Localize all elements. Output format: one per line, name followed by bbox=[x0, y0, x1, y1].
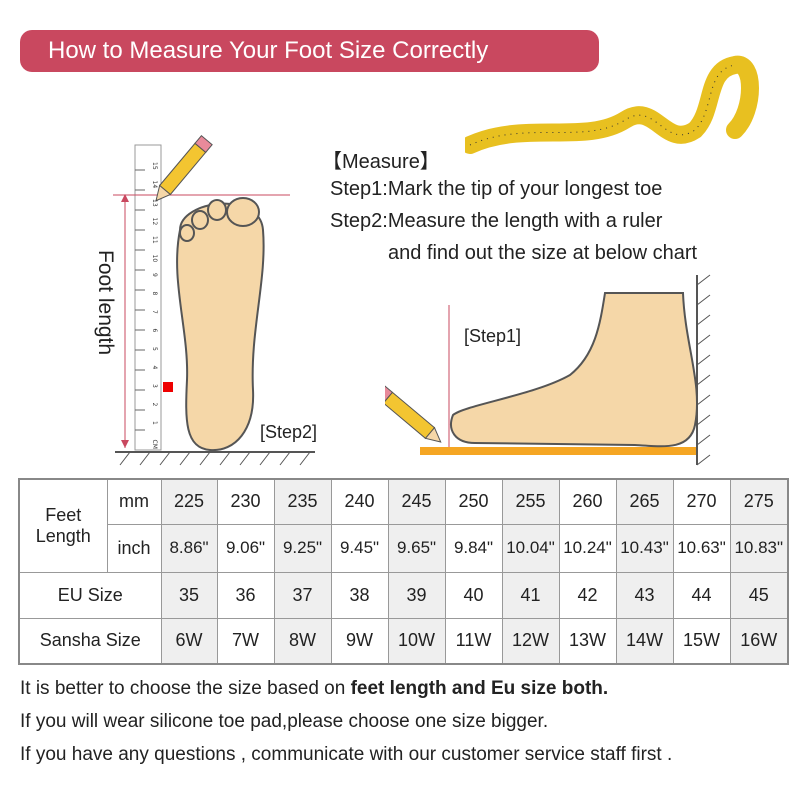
step2-text: Step2:Measure the length with a ruler bbox=[330, 210, 663, 232]
ruler-number: 11 bbox=[151, 236, 158, 244]
cell-mm: 250 bbox=[444, 478, 503, 525]
measure-heading: 【Measure】 bbox=[322, 151, 440, 173]
cell-inch: 9.06" bbox=[216, 523, 275, 573]
cell-inch: 9.45" bbox=[330, 523, 389, 573]
ruler-number: 8 bbox=[151, 292, 158, 296]
cell-inch: 9.84" bbox=[444, 523, 503, 573]
cell-inch: 10.83" bbox=[729, 523, 789, 573]
table-row-sansha: Sansha Size 6W 7W 8W 9W 10W 11W 12W 13W … bbox=[18, 617, 789, 665]
ruler-number: 2 bbox=[151, 403, 158, 407]
note-line-1: It is better to choose the size based on… bbox=[20, 678, 608, 700]
note-line-1-bold: feet length and Eu size both. bbox=[350, 678, 609, 699]
cell-inch: 10.43" bbox=[615, 523, 674, 573]
ruler-number: 1 bbox=[151, 421, 158, 425]
ruler-number: 12 bbox=[151, 218, 158, 226]
cell-sansha: 15W bbox=[672, 617, 731, 665]
tape-measure-image bbox=[465, 55, 759, 154]
cell-eu: 41 bbox=[501, 571, 560, 619]
foot-top-view-illustration: 15 14 13 12 11 10 9 8 7 6 5 4 3 2 1 CM bbox=[113, 135, 315, 466]
cell-eu: 40 bbox=[444, 571, 503, 619]
step1-label: [Step1] bbox=[464, 326, 522, 346]
ruler-number: 4 bbox=[151, 366, 158, 370]
feet-length-header: Feet Length bbox=[18, 478, 108, 573]
note-line-1-prefix: It is better to choose the size based on bbox=[20, 678, 351, 699]
cell-inch: 9.25" bbox=[273, 523, 332, 573]
cell-eu: 39 bbox=[387, 571, 446, 619]
cell-sansha: 13W bbox=[558, 617, 617, 665]
cell-sansha: 8W bbox=[273, 617, 332, 665]
cell-inch: 10.24" bbox=[558, 523, 617, 573]
foot-side-view-illustration bbox=[385, 274, 711, 466]
ruler-number: 10 bbox=[151, 255, 158, 263]
cell-eu: 44 bbox=[672, 571, 731, 619]
cell-mm: 275 bbox=[729, 478, 789, 525]
ruler-number: 3 bbox=[151, 384, 158, 388]
step2-label: [Step2] bbox=[260, 422, 318, 442]
cell-sansha: 6W bbox=[160, 617, 218, 665]
cell-mm: 240 bbox=[330, 478, 389, 525]
ruler-number: CM bbox=[151, 440, 158, 449]
ruler-number: 14 bbox=[151, 181, 158, 189]
cell-eu: 42 bbox=[558, 571, 617, 619]
step1-text: Step1:Mark the tip of your longest toe bbox=[330, 178, 663, 200]
step2-text-cont: and find out the size at below chart bbox=[388, 242, 698, 264]
cell-sansha: 12W bbox=[501, 617, 560, 665]
cell-sansha: 14W bbox=[615, 617, 674, 665]
cell-eu: 37 bbox=[273, 571, 332, 619]
cell-inch: 10.63" bbox=[672, 523, 731, 573]
ruler-number: 5 bbox=[151, 347, 158, 351]
title-banner: How to Measure Your Foot Size Correctly bbox=[20, 30, 599, 72]
note-line-3: If you have any questions , communicate … bbox=[20, 744, 673, 765]
size-chart-table: Feet Length mm 225 230 235 240 245 250 2… bbox=[18, 478, 789, 665]
cell-inch: 8.86" bbox=[160, 523, 218, 573]
ruler-number: 6 bbox=[151, 329, 158, 333]
cell-mm: 255 bbox=[501, 478, 560, 525]
mm-header: mm bbox=[106, 478, 162, 525]
foot-length-label: Foot length bbox=[94, 250, 117, 356]
cell-sansha: 9W bbox=[330, 617, 389, 665]
ruler-number: 15 bbox=[151, 162, 158, 170]
cell-mm: 225 bbox=[160, 478, 218, 525]
note-line-2: If you will wear silicone toe pad,please… bbox=[20, 711, 549, 732]
cell-mm: 245 bbox=[387, 478, 446, 525]
eu-size-header: EU Size bbox=[18, 571, 162, 619]
cell-eu: 38 bbox=[330, 571, 389, 619]
sansha-size-header: Sansha Size bbox=[18, 617, 162, 665]
cell-sansha: 7W bbox=[216, 617, 275, 665]
cell-eu: 45 bbox=[729, 571, 789, 619]
cell-eu: 36 bbox=[216, 571, 275, 619]
inch-header: inch bbox=[106, 523, 162, 573]
cell-sansha: 10W bbox=[387, 617, 446, 665]
ruler-number: 9 bbox=[151, 273, 158, 277]
cell-mm: 265 bbox=[615, 478, 674, 525]
cell-eu: 35 bbox=[160, 571, 218, 619]
ruler-number: 7 bbox=[151, 310, 158, 314]
ruler-number: 13 bbox=[151, 199, 158, 207]
table-row-eu: EU Size 35 36 37 38 39 40 41 42 43 44 45 bbox=[18, 571, 789, 619]
table-row-inch: inch 8.86" 9.06" 9.25" 9.45" 9.65" 9.84"… bbox=[19, 523, 789, 573]
cell-eu: 43 bbox=[615, 571, 674, 619]
cell-mm: 260 bbox=[558, 478, 617, 525]
cell-inch: 9.65" bbox=[387, 523, 446, 573]
table-row-mm: Feet Length mm 225 230 235 240 245 250 2… bbox=[18, 478, 789, 573]
cell-sansha: 16W bbox=[729, 617, 789, 665]
cell-sansha: 11W bbox=[444, 617, 503, 665]
cell-mm: 270 bbox=[672, 478, 731, 525]
cell-mm: 230 bbox=[216, 478, 275, 525]
cell-mm: 235 bbox=[273, 478, 332, 525]
cell-inch: 10.04" bbox=[501, 523, 560, 573]
